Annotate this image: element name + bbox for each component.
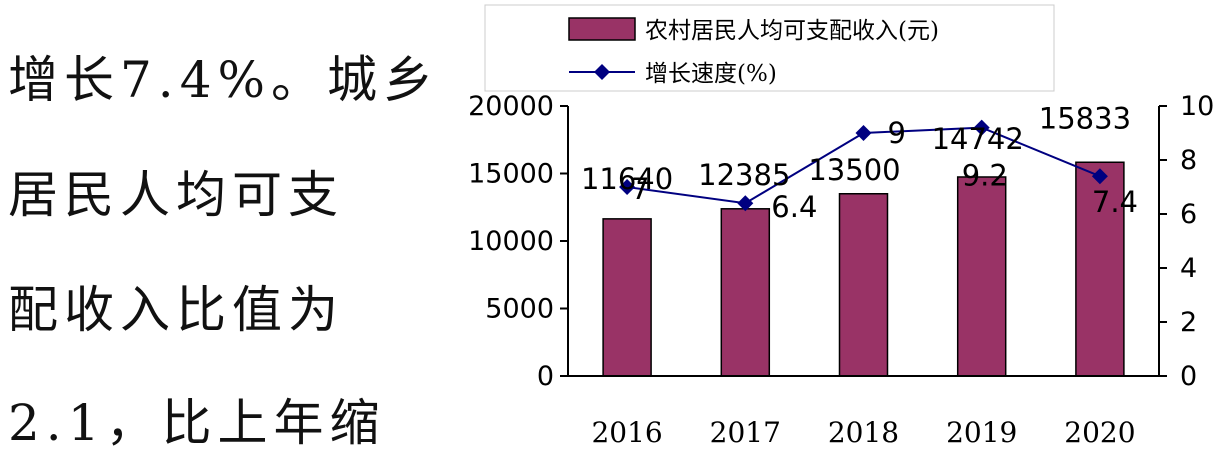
bar-value-label: 12385 bbox=[698, 158, 790, 192]
y-left-tick-label: 5000 bbox=[485, 294, 554, 325]
y-right-tick-label: 0 bbox=[1180, 361, 1197, 392]
y-left-tick-label: 20000 bbox=[468, 91, 554, 122]
y-right-tick-label: 2 bbox=[1180, 307, 1197, 338]
y-left-tick-label: 0 bbox=[537, 361, 554, 392]
side-text-block: 增长7.4%。城乡 居民人均可支 配收入比值为 2.1，比上年缩 bbox=[0, 0, 433, 460]
y-left-tick-label: 10000 bbox=[468, 226, 554, 257]
growth-value-label: 6.4 bbox=[771, 190, 817, 224]
bar-value-label: 15833 bbox=[1039, 101, 1131, 135]
growth-value-label: 7.4 bbox=[1092, 185, 1138, 219]
bar-value-label: 11640 bbox=[581, 162, 673, 196]
side-text-line-1: 增长7.4%。城乡 bbox=[8, 51, 440, 109]
y-left-tick-label: 15000 bbox=[468, 159, 554, 190]
growth-point-2018 bbox=[855, 125, 872, 141]
x-tick-label: 2020 bbox=[1064, 416, 1135, 449]
growth-value-label: 9.2 bbox=[962, 159, 1008, 193]
growth-value-label: 9 bbox=[888, 116, 906, 150]
legend-bar-swatch bbox=[568, 17, 636, 41]
income-chart: 农村居民人均可支配收入(元) 增长速度(%) 0 5000 10000 15000 2000… bbox=[468, 4, 1214, 449]
x-tick-label: 2018 bbox=[828, 416, 899, 449]
bar-2018 bbox=[838, 193, 889, 377]
legend-line-marker bbox=[594, 64, 610, 80]
y-right-tick-label: 10 bbox=[1180, 91, 1214, 122]
growth-point-2019 bbox=[973, 119, 990, 136]
x-tick-label: 2017 bbox=[710, 416, 781, 449]
x-tick-label: 2019 bbox=[946, 416, 1017, 449]
bar-2017 bbox=[720, 208, 771, 377]
y-right-tick-label: 4 bbox=[1180, 253, 1197, 284]
side-text-line-4: 2.1，比上年缩 bbox=[8, 394, 386, 452]
growth-point-2020 bbox=[1091, 168, 1108, 185]
legend-bar-label: 农村居民人均可支配收入(元) bbox=[645, 18, 939, 44]
growth-point-2016 bbox=[619, 179, 636, 195]
growth-point-2017 bbox=[737, 195, 754, 212]
x-tick-label: 2016 bbox=[591, 416, 662, 449]
bar-2016 bbox=[602, 218, 652, 377]
growth-value-label: 7 bbox=[631, 172, 649, 206]
y-right-tick-label: 8 bbox=[1180, 145, 1197, 176]
side-text-line-2: 居民人均可支 bbox=[8, 166, 344, 224]
bar-value-label: 13500 bbox=[808, 153, 900, 187]
bar-value-label: 14742 bbox=[932, 122, 1024, 156]
side-text-line-3: 配收入比值为 bbox=[8, 281, 344, 339]
bar-2019 bbox=[956, 176, 1007, 377]
y-right-tick-label: 6 bbox=[1180, 199, 1197, 230]
legend-line-label: 增长速度(%) bbox=[645, 61, 777, 87]
